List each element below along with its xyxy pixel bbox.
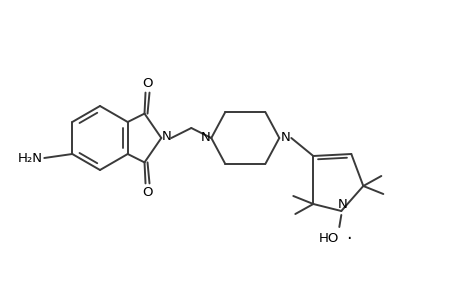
Text: HO: HO: [319, 232, 339, 245]
Text: N: N: [161, 130, 171, 142]
Text: N: N: [200, 130, 210, 143]
Text: ·: ·: [346, 230, 351, 248]
Text: N: N: [280, 130, 290, 143]
Text: O: O: [142, 77, 152, 90]
Text: O: O: [142, 186, 152, 199]
Text: H₂N: H₂N: [18, 152, 43, 164]
Text: N: N: [337, 197, 347, 211]
